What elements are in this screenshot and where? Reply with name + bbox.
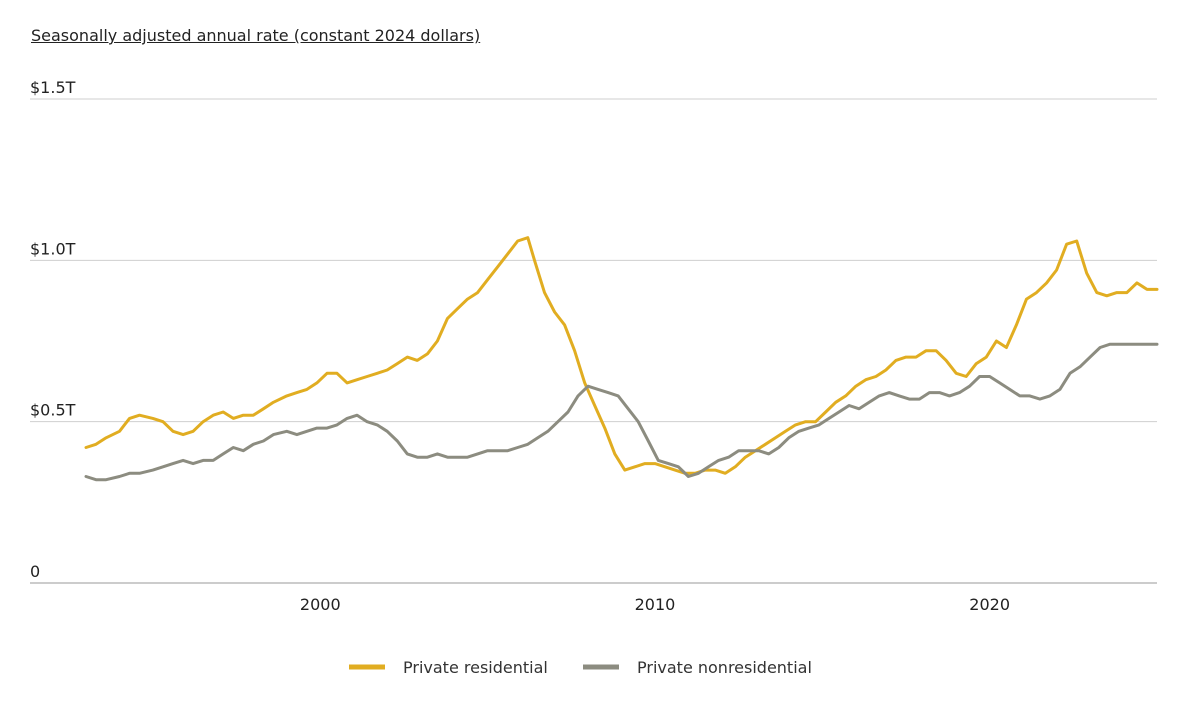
y-tick-label: 0: [30, 562, 40, 581]
gridlines: [30, 98, 1157, 584]
series-lines: [84, 236, 1159, 482]
legend: Private residential Private nonresidentia…: [349, 658, 812, 677]
y-tick-label: $1.0T: [30, 239, 76, 258]
x-tick-label: 2020: [969, 595, 1010, 614]
x-tick-label: 2010: [635, 595, 676, 614]
series-line-0: [84, 236, 1159, 475]
y-tick-label: $0.5T: [30, 401, 76, 420]
series-line-1: [84, 342, 1159, 482]
y-tick-label: $1.5T: [30, 78, 76, 97]
chart-subtitle: Seasonally adjusted annual rate (constan…: [31, 26, 481, 45]
x-tick-label: 2000: [300, 595, 341, 614]
legend-label-0: Private residential: [403, 658, 548, 677]
legend-label-1: Private nonresidential: [637, 658, 812, 677]
y-axis-ticks: 0 $0.5T $1.0T $1.5T: [30, 78, 76, 581]
x-axis-ticks: 2000 2010 2020: [300, 595, 1010, 614]
